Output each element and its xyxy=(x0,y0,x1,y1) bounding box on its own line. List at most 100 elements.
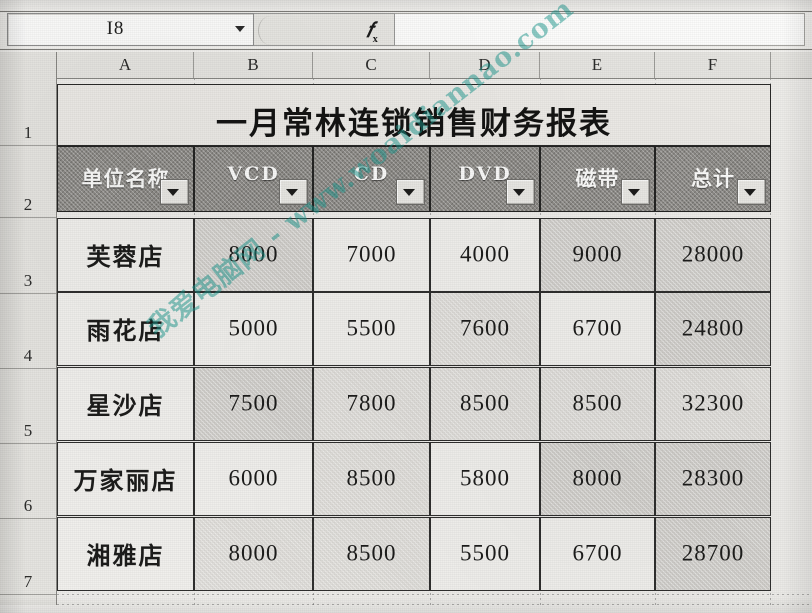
table-row[interactable]: 5800 xyxy=(430,442,540,516)
cell-total: 28300 xyxy=(681,465,745,491)
table-row[interactable]: 6700 xyxy=(540,292,655,366)
row-header-1-label: 1 xyxy=(23,123,33,142)
autofilter-button-dvd[interactable] xyxy=(506,179,535,205)
cell-tape: 8000 xyxy=(572,465,623,491)
cell-unit-name: 芙蓉店 xyxy=(86,241,165,271)
cell-unit-name: 雨花店 xyxy=(86,315,165,345)
column-header-c[interactable]: C xyxy=(313,52,430,78)
table-row[interactable]: 5500 xyxy=(430,517,540,591)
table-row[interactable]: 8500 xyxy=(313,517,430,591)
table-row[interactable]: 9000 xyxy=(540,218,655,292)
row-header-2[interactable]: 2 xyxy=(0,146,56,218)
cell-total: 24800 xyxy=(681,315,745,341)
table-row[interactable]: 湘雅店 xyxy=(57,517,194,591)
table-header-cd[interactable]: CD xyxy=(313,146,430,212)
table-row[interactable]: 雨花店 xyxy=(57,292,194,366)
gridline-horizontal xyxy=(57,604,812,605)
cell-dvd: 4000 xyxy=(460,241,510,267)
table-row[interactable]: 6700 xyxy=(540,517,655,591)
table-row[interactable]: 28000 xyxy=(655,218,771,292)
table-row[interactable]: 8500 xyxy=(540,367,655,441)
table-header-label: 磁带 xyxy=(575,166,620,191)
chevron-down-icon xyxy=(744,189,756,196)
cell-tape: 6700 xyxy=(572,315,623,341)
table-row[interactable]: 7800 xyxy=(313,367,430,441)
cell-cd: 5500 xyxy=(346,315,397,341)
cell-vcd: 8000 xyxy=(228,540,279,566)
column-header-f[interactable]: F xyxy=(655,52,771,78)
row-header-7[interactable]: 7 xyxy=(0,519,56,595)
cell-tape: 9000 xyxy=(572,241,623,267)
table-header-label: CD xyxy=(353,163,390,185)
chevron-down-icon xyxy=(513,189,525,196)
table-header-dvd[interactable]: DVD xyxy=(430,146,540,212)
column-header-e[interactable]: E xyxy=(540,52,655,78)
table-row[interactable]: 32300 xyxy=(655,367,771,441)
column-header-d[interactable]: D xyxy=(430,52,540,78)
chevron-down-icon[interactable] xyxy=(235,26,245,32)
cell-cd: 7800 xyxy=(346,390,397,416)
table-row[interactable]: 8000 xyxy=(194,517,313,591)
gridline-horizontal xyxy=(57,594,812,595)
table-row[interactable]: 星沙店 xyxy=(57,367,194,441)
cell-vcd: 6000 xyxy=(228,465,279,491)
table-row[interactable]: 4000 xyxy=(430,218,540,292)
row-header-3[interactable]: 3 xyxy=(0,218,56,294)
cell-total: 28700 xyxy=(681,540,745,566)
formula-input[interactable] xyxy=(395,13,805,46)
table-row[interactable]: 7500 xyxy=(194,367,313,441)
table-row[interactable]: 24800 xyxy=(655,292,771,366)
select-all-corner[interactable] xyxy=(0,52,57,78)
cell-cd: 8500 xyxy=(346,465,397,491)
autofilter-button-tape[interactable] xyxy=(621,179,650,205)
function-icon[interactable]: 𝑓x xyxy=(358,16,386,45)
column-header-b[interactable]: B xyxy=(194,52,313,78)
table-row[interactable]: 28300 xyxy=(655,442,771,516)
report-title-cell[interactable]: 一月常林连锁销售财务报表 xyxy=(57,84,771,146)
table-row[interactable]: 5500 xyxy=(313,292,430,366)
column-header-g-partial[interactable] xyxy=(771,52,812,78)
row-header-3-label: 3 xyxy=(23,271,33,290)
row-header-1[interactable]: 1 xyxy=(0,78,56,146)
table-row[interactable]: 8000 xyxy=(540,442,655,516)
cell-unit-name: 湘雅店 xyxy=(86,540,165,570)
table-row[interactable]: 7000 xyxy=(313,218,430,292)
table-header-unit-name[interactable]: 单位名称 xyxy=(57,146,194,212)
fx-glyph: 𝑓 xyxy=(366,18,373,42)
row-header-2-label: 2 xyxy=(23,195,33,214)
row-header-6[interactable]: 6 xyxy=(0,444,56,519)
table-row[interactable]: 万家丽店 xyxy=(57,442,194,516)
insert-function-zone: 𝑓x xyxy=(254,13,395,46)
cell-unit-name: 万家丽店 xyxy=(73,465,178,495)
table-header-tape[interactable]: 磁带 xyxy=(540,146,655,212)
name-box[interactable]: I8 xyxy=(7,13,254,46)
table-row[interactable]: 8500 xyxy=(313,442,430,516)
table-header-total[interactable]: 总计 xyxy=(655,146,771,212)
table-row[interactable]: 5000 xyxy=(194,292,313,366)
table-row[interactable]: 8500 xyxy=(430,367,540,441)
autofilter-button-vcd[interactable] xyxy=(279,179,308,205)
row-header-5[interactable]: 5 xyxy=(0,369,56,444)
table-row[interactable]: 8000 xyxy=(194,218,313,292)
table-row[interactable]: 28700 xyxy=(655,517,771,591)
autofilter-button-cd[interactable] xyxy=(396,179,425,205)
autofilter-button-total[interactable] xyxy=(737,179,766,205)
autofilter-button-unit-name[interactable] xyxy=(160,179,189,205)
worksheet-grid[interactable]: 一月常林连锁销售财务报表 单位名称 VCD CD DVD 磁带 xyxy=(57,78,812,605)
row-header-4[interactable]: 4 xyxy=(0,294,56,369)
table-header-vcd[interactable]: VCD xyxy=(194,146,313,212)
cell-cd: 7000 xyxy=(346,241,397,267)
cell-vcd: 8000 xyxy=(228,241,279,267)
namebox-divider-curve xyxy=(258,16,283,45)
cell-unit-name: 星沙店 xyxy=(86,390,165,420)
table-row[interactable]: 6000 xyxy=(194,442,313,516)
toolbar-divider-top xyxy=(0,11,812,12)
fx-subscript: x xyxy=(372,34,378,46)
table-row[interactable]: 7600 xyxy=(430,292,540,366)
chevron-down-icon xyxy=(167,189,179,196)
column-header-a[interactable]: A xyxy=(57,52,194,78)
row-header-5-label: 5 xyxy=(23,421,33,440)
page-title: 一月常林连锁销售财务报表 xyxy=(216,106,612,142)
table-row[interactable]: 芙蓉店 xyxy=(57,218,194,292)
